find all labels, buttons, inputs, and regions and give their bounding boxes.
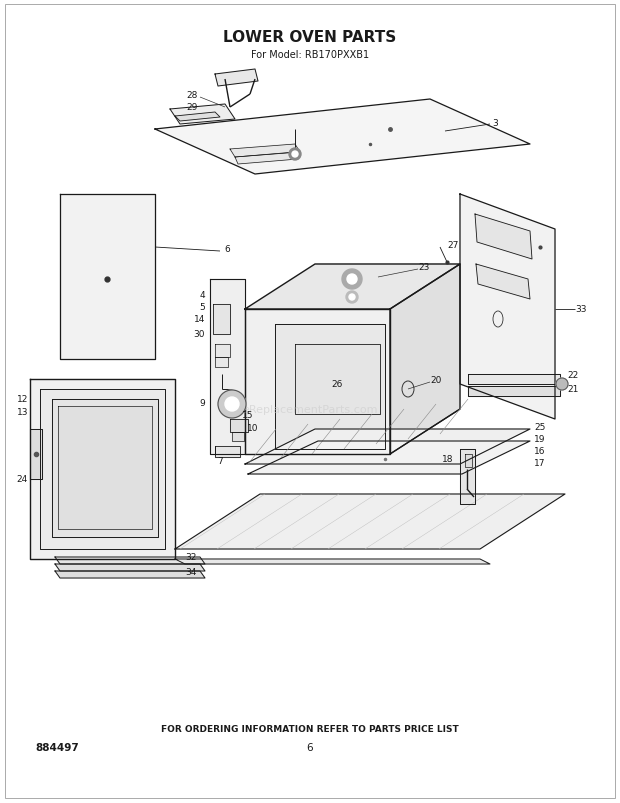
Text: 3: 3 — [492, 120, 498, 128]
Polygon shape — [58, 406, 152, 529]
Text: 34: 34 — [185, 568, 197, 577]
Polygon shape — [475, 214, 532, 259]
Text: FOR ORDERING INFORMATION REFER TO PARTS PRICE LIST: FOR ORDERING INFORMATION REFER TO PARTS … — [161, 724, 459, 734]
Polygon shape — [40, 389, 165, 549]
Text: 30: 30 — [193, 330, 205, 339]
Text: 13: 13 — [17, 408, 28, 417]
Polygon shape — [230, 419, 248, 433]
Text: 15: 15 — [242, 411, 254, 420]
Polygon shape — [215, 70, 258, 87]
Polygon shape — [213, 304, 230, 335]
Text: 25: 25 — [534, 423, 546, 432]
Circle shape — [347, 275, 357, 284]
Polygon shape — [55, 557, 205, 565]
Polygon shape — [215, 446, 240, 458]
Text: 28: 28 — [187, 91, 198, 100]
Text: 32: 32 — [185, 552, 197, 562]
Polygon shape — [245, 310, 390, 454]
Polygon shape — [175, 495, 565, 549]
Circle shape — [349, 295, 355, 300]
Text: 16: 16 — [534, 447, 546, 456]
Text: 14: 14 — [193, 315, 205, 324]
Text: 26: 26 — [331, 380, 343, 389]
Polygon shape — [460, 195, 555, 419]
Polygon shape — [245, 430, 530, 464]
Polygon shape — [52, 400, 158, 537]
Polygon shape — [55, 565, 205, 571]
Text: 12: 12 — [17, 395, 28, 404]
Polygon shape — [215, 344, 230, 357]
Polygon shape — [30, 380, 175, 560]
Polygon shape — [55, 571, 205, 578]
Polygon shape — [60, 195, 155, 360]
Polygon shape — [248, 442, 530, 475]
Polygon shape — [275, 324, 385, 450]
Text: 18: 18 — [442, 455, 454, 464]
Polygon shape — [468, 386, 560, 397]
Text: 6: 6 — [224, 245, 230, 255]
Text: 7: 7 — [217, 457, 223, 466]
Text: 884497: 884497 — [35, 742, 79, 752]
Text: 9: 9 — [199, 399, 205, 408]
Polygon shape — [235, 153, 298, 165]
Polygon shape — [175, 560, 490, 565]
Polygon shape — [460, 450, 475, 504]
Circle shape — [342, 270, 362, 290]
Polygon shape — [468, 374, 560, 385]
Text: 33: 33 — [575, 305, 587, 314]
Text: 5: 5 — [199, 303, 205, 312]
Text: 24: 24 — [17, 475, 28, 484]
Polygon shape — [476, 265, 530, 300]
Polygon shape — [232, 433, 244, 442]
Text: 4: 4 — [200, 291, 205, 300]
Polygon shape — [170, 105, 235, 124]
Text: 23: 23 — [418, 263, 430, 272]
Circle shape — [218, 390, 246, 418]
Text: 6: 6 — [307, 742, 313, 752]
Text: 21: 21 — [567, 385, 578, 394]
Polygon shape — [155, 100, 530, 175]
Polygon shape — [295, 344, 380, 414]
Polygon shape — [390, 265, 460, 454]
Text: 27: 27 — [447, 241, 459, 251]
Polygon shape — [175, 113, 220, 122]
Circle shape — [556, 378, 568, 390]
Polygon shape — [215, 357, 228, 368]
Circle shape — [225, 397, 239, 411]
Text: LOWER OVEN PARTS: LOWER OVEN PARTS — [223, 31, 397, 46]
Circle shape — [289, 149, 301, 161]
Text: 10: 10 — [247, 424, 259, 433]
Polygon shape — [465, 454, 472, 467]
Polygon shape — [230, 145, 300, 158]
Text: 29: 29 — [187, 104, 198, 112]
Text: 22: 22 — [567, 371, 578, 380]
Circle shape — [346, 291, 358, 304]
Text: 17: 17 — [534, 459, 546, 468]
Text: 19: 19 — [534, 435, 546, 444]
Polygon shape — [245, 265, 460, 310]
Text: eReplacementParts.com: eReplacementParts.com — [242, 405, 378, 414]
Polygon shape — [210, 279, 245, 454]
Polygon shape — [30, 430, 42, 479]
Circle shape — [292, 152, 298, 158]
Text: 20: 20 — [430, 376, 441, 385]
Text: For Model: RB170PXXB1: For Model: RB170PXXB1 — [251, 50, 369, 60]
